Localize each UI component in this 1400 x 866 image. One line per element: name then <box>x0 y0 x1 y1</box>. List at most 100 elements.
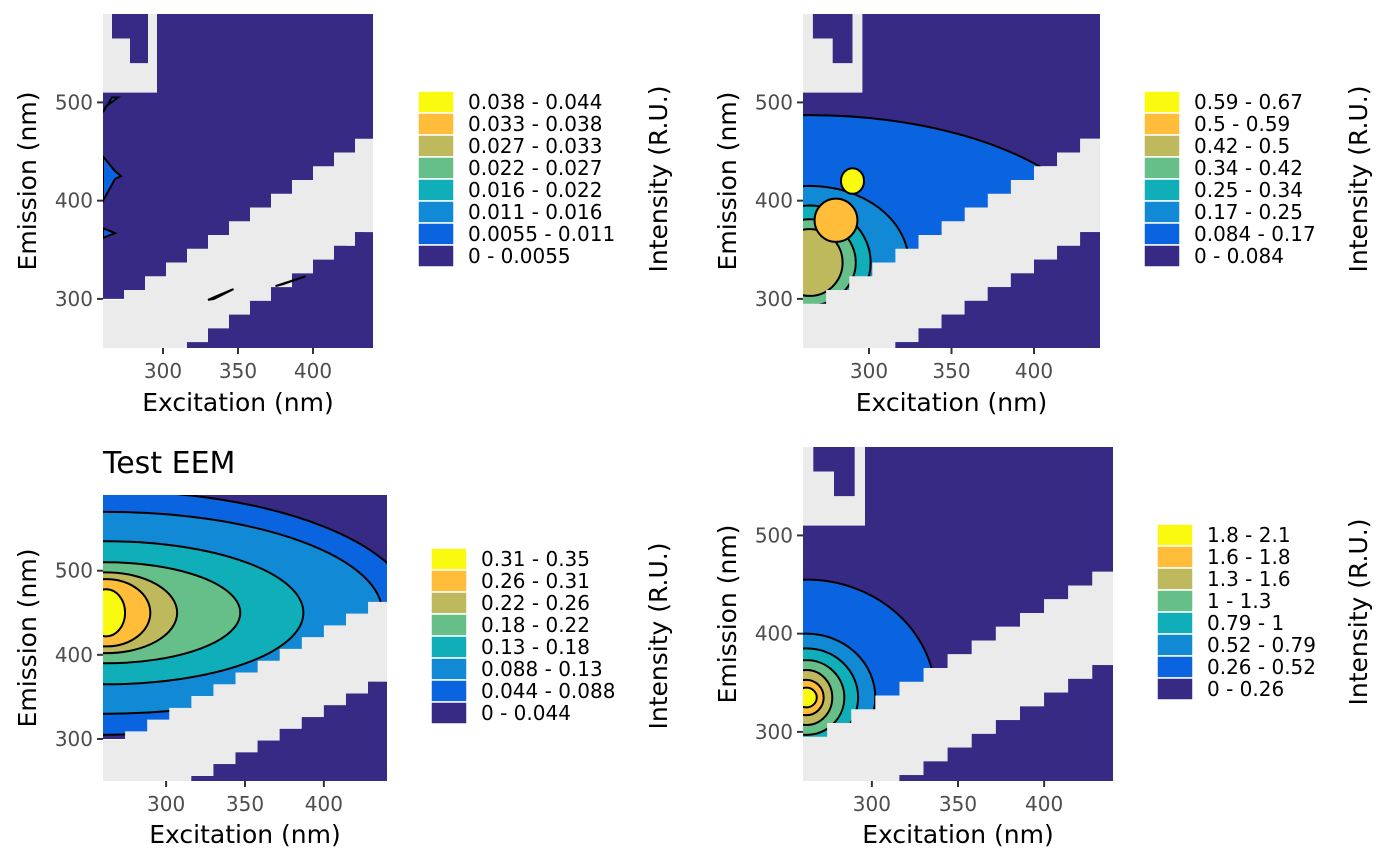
y-tick-label: 300 <box>55 287 93 311</box>
x-tick-label: 300 <box>853 792 891 816</box>
eem-panel-2: 300 400 500 300 350 400 Excitation (nm) Emis… <box>713 14 1373 417</box>
contour-base-region <box>103 232 373 348</box>
x-axis-title: Excitation (nm) <box>142 388 334 417</box>
scatter-mask-corner <box>103 14 157 93</box>
scatter-mask-band <box>103 601 387 781</box>
contour-level-1 <box>207 288 234 301</box>
x-axis-ticks: 300 350 400 <box>144 348 332 383</box>
y-axis-ticks: 300 400 500 <box>755 523 803 744</box>
legend: 0.59 - 0.670.5 - 0.590.42 - 0.50.34 - 0.… <box>1143 90 1316 268</box>
scatter-mask-corner <box>803 447 865 526</box>
legend-swatch <box>430 701 468 725</box>
y-tick-label: 500 <box>755 523 793 547</box>
contour-level-1 <box>103 227 118 240</box>
legend-label: 0.027 - 0.033 <box>468 134 602 158</box>
legend-swatch <box>1156 545 1194 569</box>
legend-label: 0.084 - 0.17 <box>1194 222 1316 246</box>
legend-swatch <box>430 635 468 659</box>
legend-swatch <box>417 112 455 136</box>
contour-base-region <box>803 232 1100 348</box>
legend-swatch <box>430 591 468 615</box>
legend-label: 0.038 - 0.044 <box>468 90 602 114</box>
legend-label: 0 - 0.044 <box>481 701 571 725</box>
legend-label: 1 - 1.3 <box>1207 589 1271 613</box>
legend-swatch <box>417 134 455 158</box>
legend-label: 0.22 - 0.26 <box>481 591 590 615</box>
legend-swatch <box>430 657 468 681</box>
contour-base-region <box>803 665 1113 781</box>
x-tick-label: 400 <box>1015 359 1053 383</box>
legend-swatch <box>417 156 455 180</box>
x-tick-label: 350 <box>226 792 264 816</box>
legend-label: 0.13 - 0.18 <box>481 635 590 659</box>
legend-label: 0 - 0.26 <box>1207 677 1284 701</box>
legend-swatch <box>1156 567 1194 591</box>
scatter-mask-band <box>803 138 1100 348</box>
y-axis-ticks: 300 400 500 <box>755 90 803 311</box>
legend-label: 0.5 - 0.59 <box>1194 112 1290 136</box>
legend-swatch <box>1156 655 1194 679</box>
legend-label: 0.34 - 0.42 <box>1194 156 1303 180</box>
x-axis-title: Excitation (nm) <box>149 820 341 849</box>
legend-label: 1.3 - 1.6 <box>1207 567 1291 591</box>
y-tick-label: 300 <box>755 287 793 311</box>
legend-swatch <box>1143 244 1181 268</box>
legend-swatch <box>417 178 455 202</box>
legend-swatch <box>430 679 468 703</box>
legend-title: Intensity (R.U.) <box>644 86 673 273</box>
x-tick-label: 400 <box>1025 792 1063 816</box>
legend-label: 0.17 - 0.25 <box>1194 200 1303 224</box>
legend-label: 0.59 - 0.67 <box>1194 90 1303 114</box>
legend-label: 0.42 - 0.5 <box>1194 134 1290 158</box>
legend-swatch <box>1143 178 1181 202</box>
x-axis-ticks: 300 350 400 <box>147 781 343 816</box>
y-axis-title: Emission (nm) <box>713 92 742 271</box>
legend-swatch <box>430 547 468 571</box>
contour-base-region <box>103 681 387 781</box>
y-tick-label: 400 <box>755 622 793 646</box>
x-tick-label: 300 <box>147 792 185 816</box>
legend-title: Intensity (R.U.) <box>1344 519 1373 706</box>
y-tick-label: 300 <box>755 720 793 744</box>
plot-title: Test EEM <box>102 446 235 481</box>
legend-swatch <box>1156 611 1194 635</box>
contour-level-7 <box>839 167 866 195</box>
contour-fill <box>103 14 373 348</box>
legend-label: 1.8 - 2.1 <box>1207 523 1291 547</box>
y-tick-label: 500 <box>55 90 93 114</box>
legend-swatch <box>417 200 455 224</box>
legend-label: 0.0055 - 0.011 <box>468 222 615 246</box>
legend-label: 0 - 0.0055 <box>468 244 571 268</box>
legend-label: 0.016 - 0.022 <box>468 178 602 202</box>
legend-swatch <box>430 613 468 637</box>
legend-label: 0.18 - 0.22 <box>481 613 590 637</box>
x-tick-label: 400 <box>305 792 343 816</box>
legend-swatch <box>417 90 455 114</box>
legend-label: 1.6 - 1.8 <box>1207 545 1291 569</box>
y-tick-label: 500 <box>755 90 793 114</box>
contour-fill <box>803 14 1100 348</box>
legend-label: 0.088 - 0.13 <box>481 657 603 681</box>
x-tick-label: 350 <box>939 792 977 816</box>
contour-level-7 <box>803 686 818 709</box>
legend-swatch <box>1143 156 1181 180</box>
legend-swatch <box>1143 90 1181 114</box>
legend-label: 0.033 - 0.038 <box>468 112 602 136</box>
legend-swatch <box>1156 589 1194 613</box>
legend-swatch <box>1156 633 1194 657</box>
scatter-mask-corner <box>803 14 863 93</box>
x-tick-label: 300 <box>144 359 182 383</box>
y-tick-label: 400 <box>55 643 93 667</box>
legend-swatch <box>1156 677 1194 701</box>
legend-swatch <box>430 569 468 593</box>
x-axis-title: Excitation (nm) <box>856 388 1048 417</box>
legend-label: 0.26 - 0.52 <box>1207 655 1316 679</box>
contour-level-1 <box>103 154 123 203</box>
legend-title: Intensity (R.U.) <box>644 543 673 730</box>
legend-swatch <box>417 222 455 246</box>
scatter-mask-band <box>803 571 1113 781</box>
x-axis-ticks: 300 350 400 <box>850 348 1053 383</box>
x-axis-ticks: 300 350 400 <box>853 781 1063 816</box>
